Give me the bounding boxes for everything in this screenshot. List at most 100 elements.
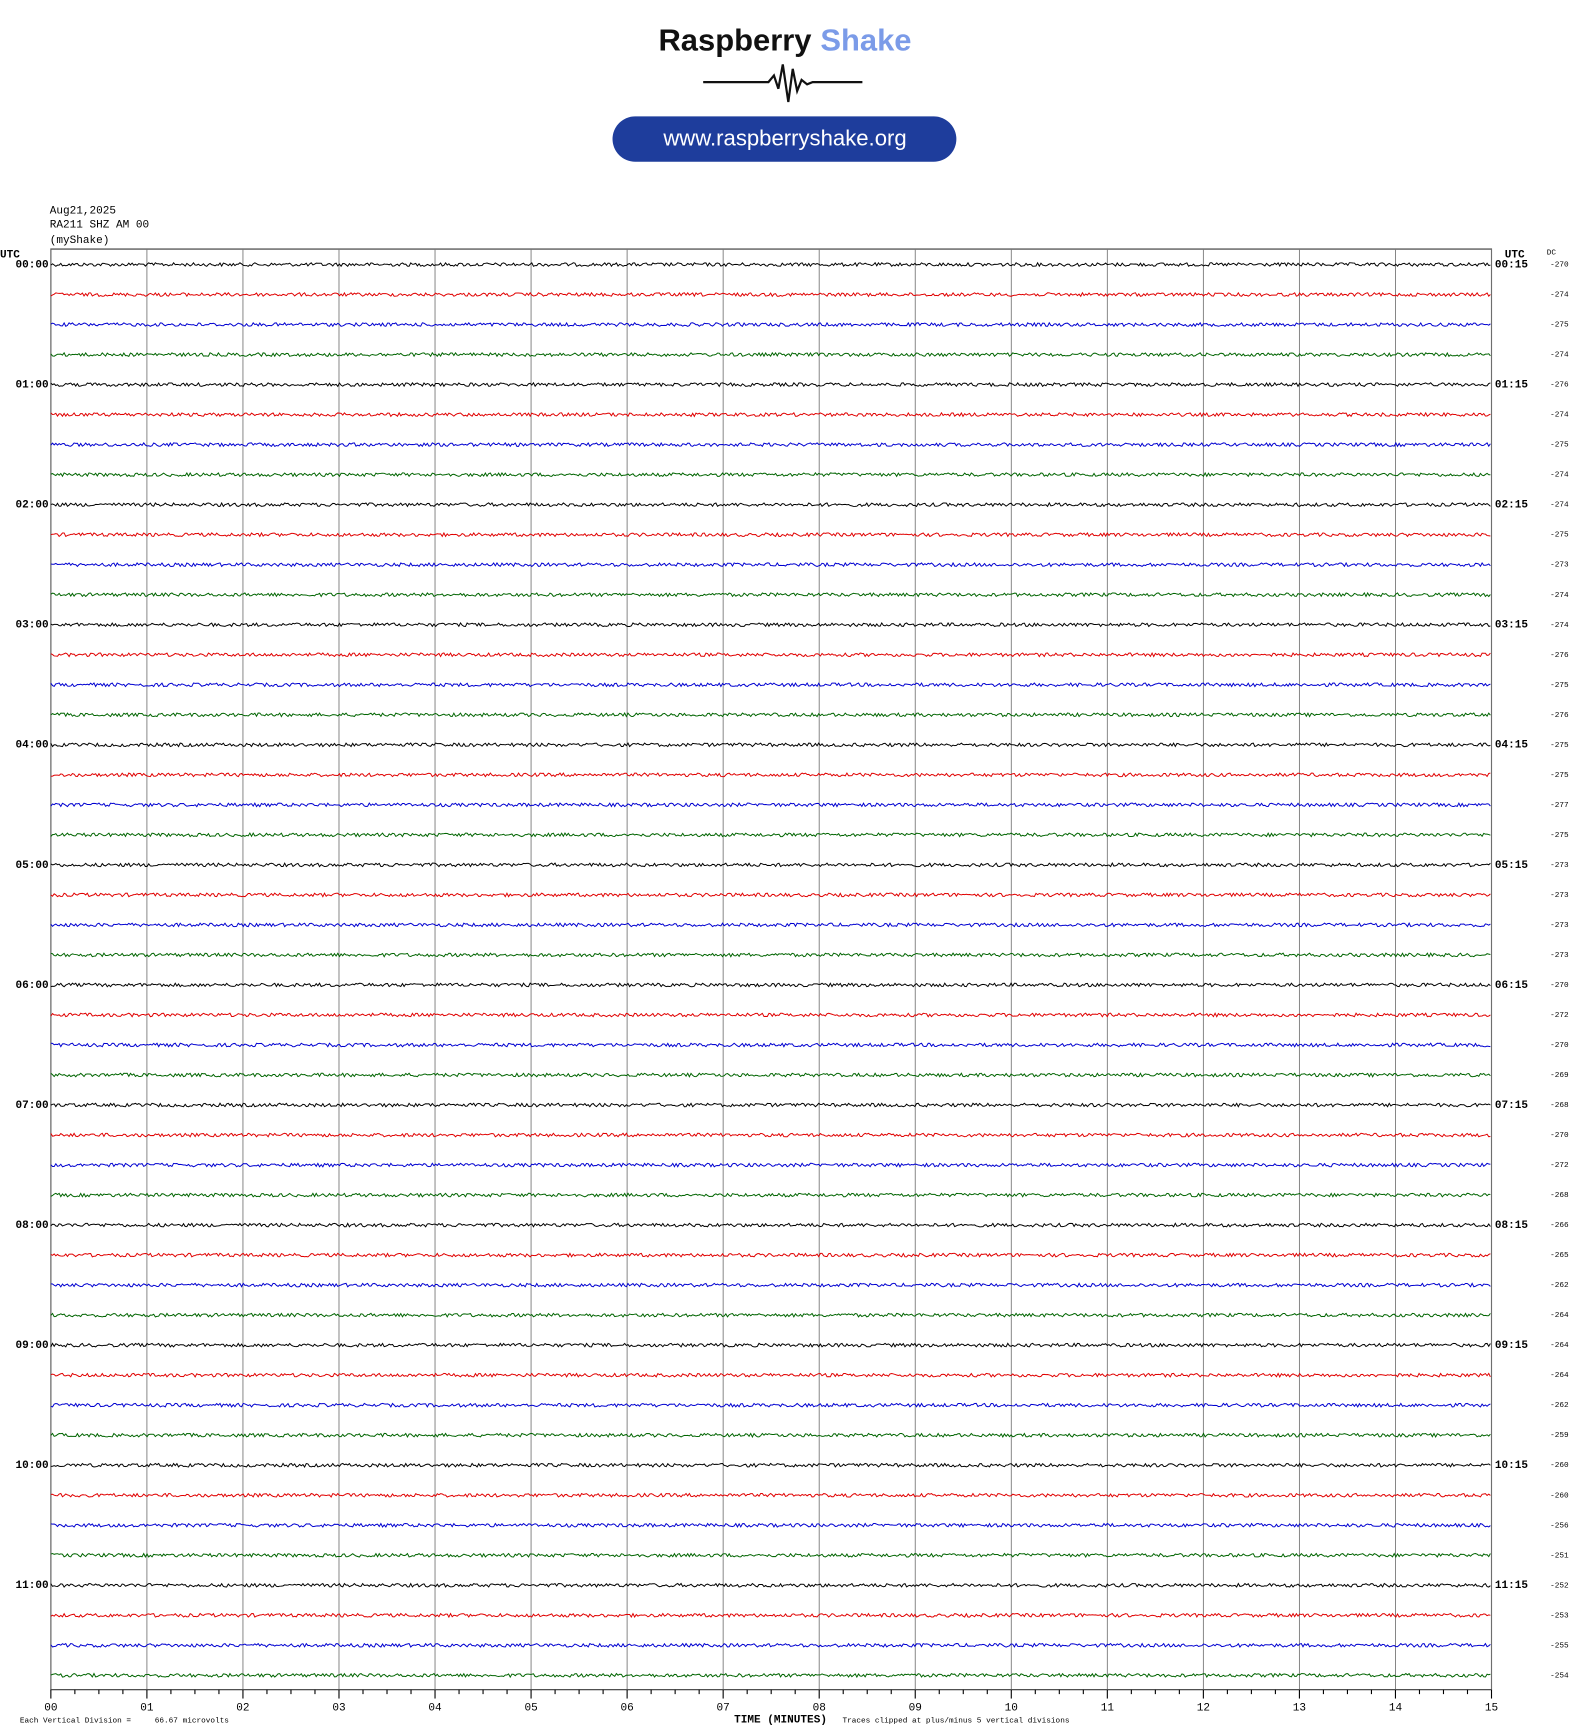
dc-label: -275 <box>1550 532 1569 540</box>
dc-label: -277 <box>1550 802 1569 810</box>
hour-label-left: 10:00 <box>15 1460 48 1472</box>
trace <box>50 411 1491 418</box>
dc-label: -259 <box>1550 1432 1569 1440</box>
trace <box>50 1372 1491 1379</box>
trace <box>50 1162 1491 1168</box>
dc-label: -275 <box>1550 442 1569 450</box>
trace <box>50 1042 1491 1048</box>
dc-label: -276 <box>1550 382 1569 390</box>
hour-label-left: 04:00 <box>15 740 48 752</box>
trace <box>50 1462 1491 1468</box>
trace <box>50 712 1491 718</box>
trace <box>50 1492 1491 1498</box>
right-axis-title: UTC <box>1505 250 1525 262</box>
hour-label-right: 09:15 <box>1495 1340 1529 1352</box>
dc-label: -255 <box>1550 1642 1569 1650</box>
logo-accent: Shake <box>820 22 911 57</box>
dc-label: -273 <box>1550 892 1569 900</box>
x-tick-label: 15 <box>1485 1702 1498 1714</box>
trace <box>50 531 1491 538</box>
trace <box>50 1102 1491 1108</box>
trace <box>50 441 1491 448</box>
dc-label: -274 <box>1550 352 1569 360</box>
x-tick-label: 03 <box>332 1702 345 1714</box>
network: (myShake) <box>50 235 110 247</box>
trace <box>50 651 1491 658</box>
dc-label: -275 <box>1550 682 1569 690</box>
hour-label-left: 09:00 <box>15 1340 48 1352</box>
x-tick-label: 05 <box>524 1702 537 1714</box>
dc-label: -262 <box>1550 1282 1569 1290</box>
trace <box>50 982 1491 988</box>
logo-text: Raspberry Shake <box>658 22 911 57</box>
x-tick-label: 09 <box>909 1702 922 1714</box>
dc-label: -274 <box>1550 592 1569 600</box>
dc-label: -256 <box>1550 1522 1569 1530</box>
dc-label: -274 <box>1550 412 1569 420</box>
dc-label: -272 <box>1550 1012 1569 1020</box>
hour-label-left: 11:00 <box>15 1580 48 1592</box>
dc-label: -270 <box>1550 1042 1569 1050</box>
hour-label-right: 03:15 <box>1495 620 1529 632</box>
dc-label: -264 <box>1550 1372 1569 1380</box>
trace <box>50 501 1491 508</box>
hour-label-left: 07:00 <box>15 1100 48 1112</box>
hour-label-right: 02:15 <box>1495 500 1529 512</box>
dc-title: DC <box>1547 249 1557 257</box>
hour-label-right: 01:15 <box>1495 380 1529 392</box>
dc-label: -274 <box>1550 292 1569 300</box>
dc-label: -270 <box>1550 262 1569 270</box>
trace <box>50 1252 1491 1258</box>
hour-label-right: 11:15 <box>1495 1580 1529 1592</box>
hour-label-right: 05:15 <box>1495 860 1529 872</box>
dc-label: -272 <box>1550 1162 1569 1170</box>
station: RA211 SHZ AM 00 <box>50 220 149 232</box>
trace <box>50 892 1491 898</box>
trace <box>50 1522 1491 1529</box>
dc-label: -251 <box>1550 1552 1569 1560</box>
dc-label: -268 <box>1550 1102 1569 1110</box>
dc-label: -274 <box>1550 622 1569 630</box>
x-tick-label: 12 <box>1197 1702 1210 1714</box>
dc-label: -273 <box>1550 922 1569 930</box>
trace <box>50 561 1491 568</box>
dc-label: -254 <box>1550 1672 1569 1680</box>
hour-label-left: 02:00 <box>15 500 48 512</box>
trace <box>50 1612 1491 1619</box>
trace <box>50 802 1491 808</box>
trace <box>50 381 1491 388</box>
x-tick-label: 13 <box>1293 1702 1306 1714</box>
plot-frame <box>50 248 1493 1691</box>
dc-label: -275 <box>1550 772 1569 780</box>
hour-label-right: 06:15 <box>1495 980 1529 992</box>
trace <box>50 1552 1491 1559</box>
trace <box>50 1192 1491 1198</box>
trace <box>50 952 1491 958</box>
division-value: 66.67 microvolts <box>155 1718 229 1726</box>
hour-label-right: 04:15 <box>1495 740 1529 752</box>
url-pill[interactable] <box>612 116 957 162</box>
division-label: Each Vertical Division = <box>20 1718 132 1726</box>
dc-label: -266 <box>1550 1222 1569 1230</box>
dc-label: -274 <box>1550 472 1569 480</box>
url-text[interactable]: www.raspberryshake.org <box>662 125 906 150</box>
trace <box>50 1342 1491 1348</box>
x-tick-label: 04 <box>428 1702 442 1714</box>
hour-label-right: 10:15 <box>1495 1460 1529 1472</box>
dc-label: -273 <box>1550 562 1569 570</box>
hour-label-right: 00:15 <box>1495 259 1529 271</box>
logo-wiggle <box>703 64 863 103</box>
x-tick-label: 02 <box>236 1702 249 1714</box>
trace <box>50 1432 1491 1439</box>
trace <box>50 351 1491 358</box>
dc-label: -274 <box>1550 502 1569 510</box>
trace <box>50 682 1491 688</box>
trace <box>50 742 1491 748</box>
trace <box>50 862 1491 868</box>
dc-label: -268 <box>1550 1192 1569 1200</box>
x-tick-label: 06 <box>620 1702 633 1714</box>
dc-label: -270 <box>1550 982 1569 990</box>
dc-label: -275 <box>1550 322 1569 330</box>
